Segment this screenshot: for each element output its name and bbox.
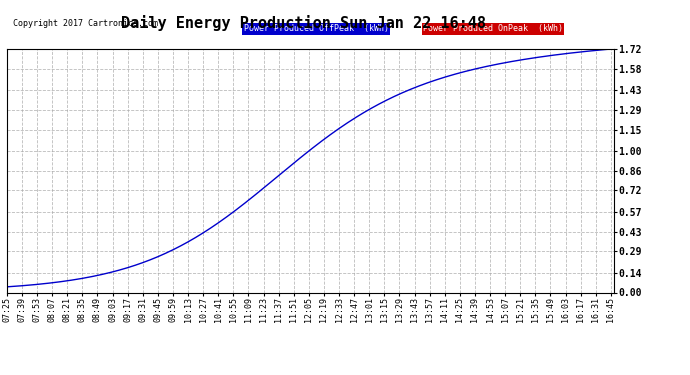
Text: Copyright 2017 Cartronics.com: Copyright 2017 Cartronics.com xyxy=(13,20,158,28)
Text: Power Produced OffPeak  (kWh): Power Produced OffPeak (kWh) xyxy=(244,24,388,33)
Text: Power Produced OnPeak  (kWh): Power Produced OnPeak (kWh) xyxy=(423,24,563,33)
Text: Daily Energy Production Sun Jan 22 16:48: Daily Energy Production Sun Jan 22 16:48 xyxy=(121,15,486,31)
